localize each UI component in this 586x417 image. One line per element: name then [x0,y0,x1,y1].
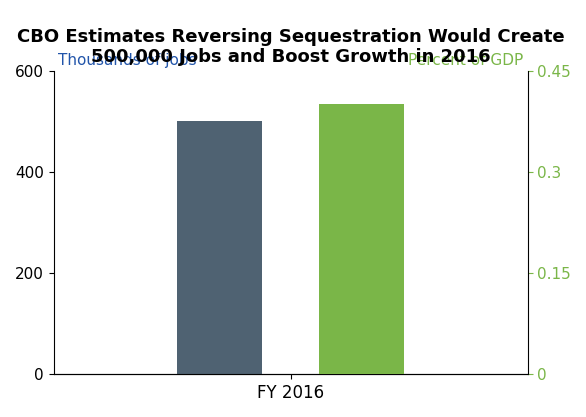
Bar [177,121,262,374]
Text: Thousands of jobs: Thousands of jobs [59,53,197,68]
Bar [319,104,404,374]
Title: CBO Estimates Reversing Sequestration Would Create
500,000 Jobs and Boost Growth: CBO Estimates Reversing Sequestration Wo… [17,28,564,66]
Text: Percent of GDP: Percent of GDP [407,53,523,68]
